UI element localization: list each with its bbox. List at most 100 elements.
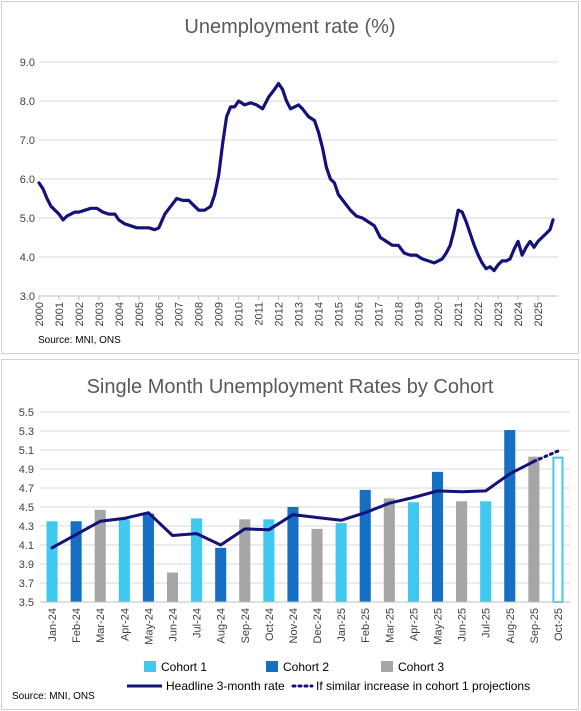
x-tick-label: Dec-24 <box>312 608 324 643</box>
x-tick-label: Aug-24 <box>216 608 228 643</box>
legend-label-headline: Headline 3-month rate <box>166 679 285 693</box>
y-tick-label: 5.1 <box>19 445 34 457</box>
x-tick-label: 2006 <box>154 302 166 326</box>
projection-line <box>532 449 560 463</box>
x-tick-label: Mar-24 <box>95 608 107 643</box>
x-tick-label: 2018 <box>393 302 405 326</box>
y-tick-label: 9.0 <box>20 57 35 69</box>
bar <box>528 456 540 602</box>
x-tick-label: 2020 <box>433 302 445 326</box>
legend-swatch-cohort3 <box>381 661 393 672</box>
x-tick-label: 2025 <box>533 302 545 326</box>
x-tick-label: 2016 <box>353 302 365 326</box>
x-tick-label: Jul-25 <box>481 608 493 638</box>
x-tick-label: 2004 <box>114 302 126 326</box>
y-tick-label: 4.5 <box>19 502 34 514</box>
x-tick-label: 2013 <box>294 302 306 326</box>
x-tick-label: 2003 <box>94 302 106 326</box>
cohort-chart-panel: Single Month Unemployment Rates by Cohor… <box>1 359 579 710</box>
bar <box>504 430 516 602</box>
bar <box>191 518 203 602</box>
unemployment-rate-chart: 3.0 4.0 5.0 6.0 7.0 8.0 9.0 2000 2001 2002 2003 200… <box>20 57 558 326</box>
legend-swatch-cohort1 <box>144 661 156 672</box>
bar <box>94 509 106 602</box>
bar <box>407 502 419 602</box>
chart-source: Source: MNI, ONS <box>38 335 121 346</box>
x-tick-label: Nov-24 <box>288 608 300 643</box>
legend-label-cohort2: Cohort 2 <box>283 660 329 674</box>
x-tick-label: Mar-25 <box>384 608 396 643</box>
y-tick-label: 3.0 <box>20 291 35 303</box>
x-tick-label: Jan-24 <box>47 608 59 642</box>
y-tick-label: 3.5 <box>19 597 34 609</box>
x-tick-label: Oct-24 <box>264 608 276 641</box>
x-tick-label: Feb-24 <box>71 608 83 643</box>
bar-projected <box>552 456 564 604</box>
y-tick-label: 5.0 <box>20 213 35 225</box>
x-tick-label: Apr-25 <box>408 608 420 641</box>
x-tick-label: 2017 <box>373 302 385 326</box>
x-tick-label: Jan-25 <box>336 608 348 642</box>
y-tick-label: 5.3 <box>19 426 34 438</box>
y-tick-label: 6.0 <box>20 174 35 186</box>
y-tick-label: 4.0 <box>20 252 35 264</box>
legend-label-projection: If similar increase in cohort 1 projecti… <box>316 679 530 693</box>
bar <box>215 547 227 602</box>
x-tick-label: 2019 <box>413 302 425 326</box>
legend-label-cohort3: Cohort 3 <box>398 660 444 674</box>
x-tick-label: Oct-25 <box>553 608 565 641</box>
x-tick-label: May-25 <box>433 608 445 645</box>
legend-swatch-cohort2 <box>266 661 278 672</box>
y-tick-label: 5.5 <box>19 407 34 419</box>
chart-title: Single Month Unemployment Rates by Cohor… <box>86 376 494 398</box>
legend-label-cohort1: Cohort 1 <box>161 660 207 674</box>
headline-3-month-rate-line <box>50 459 536 550</box>
x-tick-label: 2011 <box>254 302 266 326</box>
x-tick-label: 2007 <box>174 302 186 326</box>
y-tick-label: 3.9 <box>19 559 34 571</box>
x-tick-label: 2002 <box>74 302 86 326</box>
x-tick-label: 2005 <box>134 302 146 326</box>
y-tick-label: 4.1 <box>19 540 34 552</box>
chart-source: Source: MNI, ONS <box>12 691 95 702</box>
x-tick-label: 2014 <box>313 302 325 326</box>
bar <box>46 521 58 602</box>
y-tick-label: 3.7 <box>19 578 34 590</box>
x-tick-label: 2008 <box>194 302 206 326</box>
x-tick-label: Jul-24 <box>192 608 204 638</box>
bar <box>287 507 299 602</box>
x-tick-label: 2012 <box>274 302 286 326</box>
x-tick-label: 2000 <box>34 302 46 326</box>
x-tick-label: Feb-25 <box>360 608 372 643</box>
bar <box>166 572 179 602</box>
chart-title: Unemployment rate (%) <box>184 16 396 38</box>
x-tick-label: 2023 <box>493 302 505 326</box>
x-tick-label: May-24 <box>143 608 155 645</box>
bar <box>335 523 347 602</box>
cohort-unemployment-chart: 3.5 3.7 3.9 4.1 4.3 4.5 4.7 4.9 5.1 5.3 5.5 Jan-24 F… <box>19 407 570 693</box>
bar <box>239 519 251 602</box>
bar <box>431 471 444 602</box>
bar <box>263 519 275 602</box>
x-tick-label: 2024 <box>513 302 525 326</box>
y-tick-label: 4.3 <box>19 521 34 533</box>
x-tick-label: Apr-24 <box>119 608 131 641</box>
x-tick-label: 2001 <box>54 302 66 326</box>
y-tick-label: 4.7 <box>19 483 34 495</box>
x-tick-label: 2015 <box>333 302 345 326</box>
x-tick-label: 2009 <box>214 302 226 326</box>
x-tick-label: 2021 <box>453 302 465 326</box>
x-tick-label: Sep-25 <box>529 608 541 643</box>
bar <box>359 489 371 602</box>
bar <box>311 528 323 602</box>
y-tick-label: 4.9 <box>19 464 34 476</box>
x-tick-label: Jun-25 <box>457 608 469 642</box>
bar <box>70 521 82 602</box>
bar <box>383 498 395 602</box>
x-tick-label: 2022 <box>473 302 485 326</box>
unemployment-rate-line <box>37 81 555 273</box>
unemployment-rate-chart-panel: Unemployment rate (%) 3.0 4.0 5.0 6.0 7.0 8.0… <box>1 1 579 354</box>
y-tick-label: 8.0 <box>20 96 35 108</box>
bar <box>480 501 492 602</box>
bar <box>456 501 468 602</box>
